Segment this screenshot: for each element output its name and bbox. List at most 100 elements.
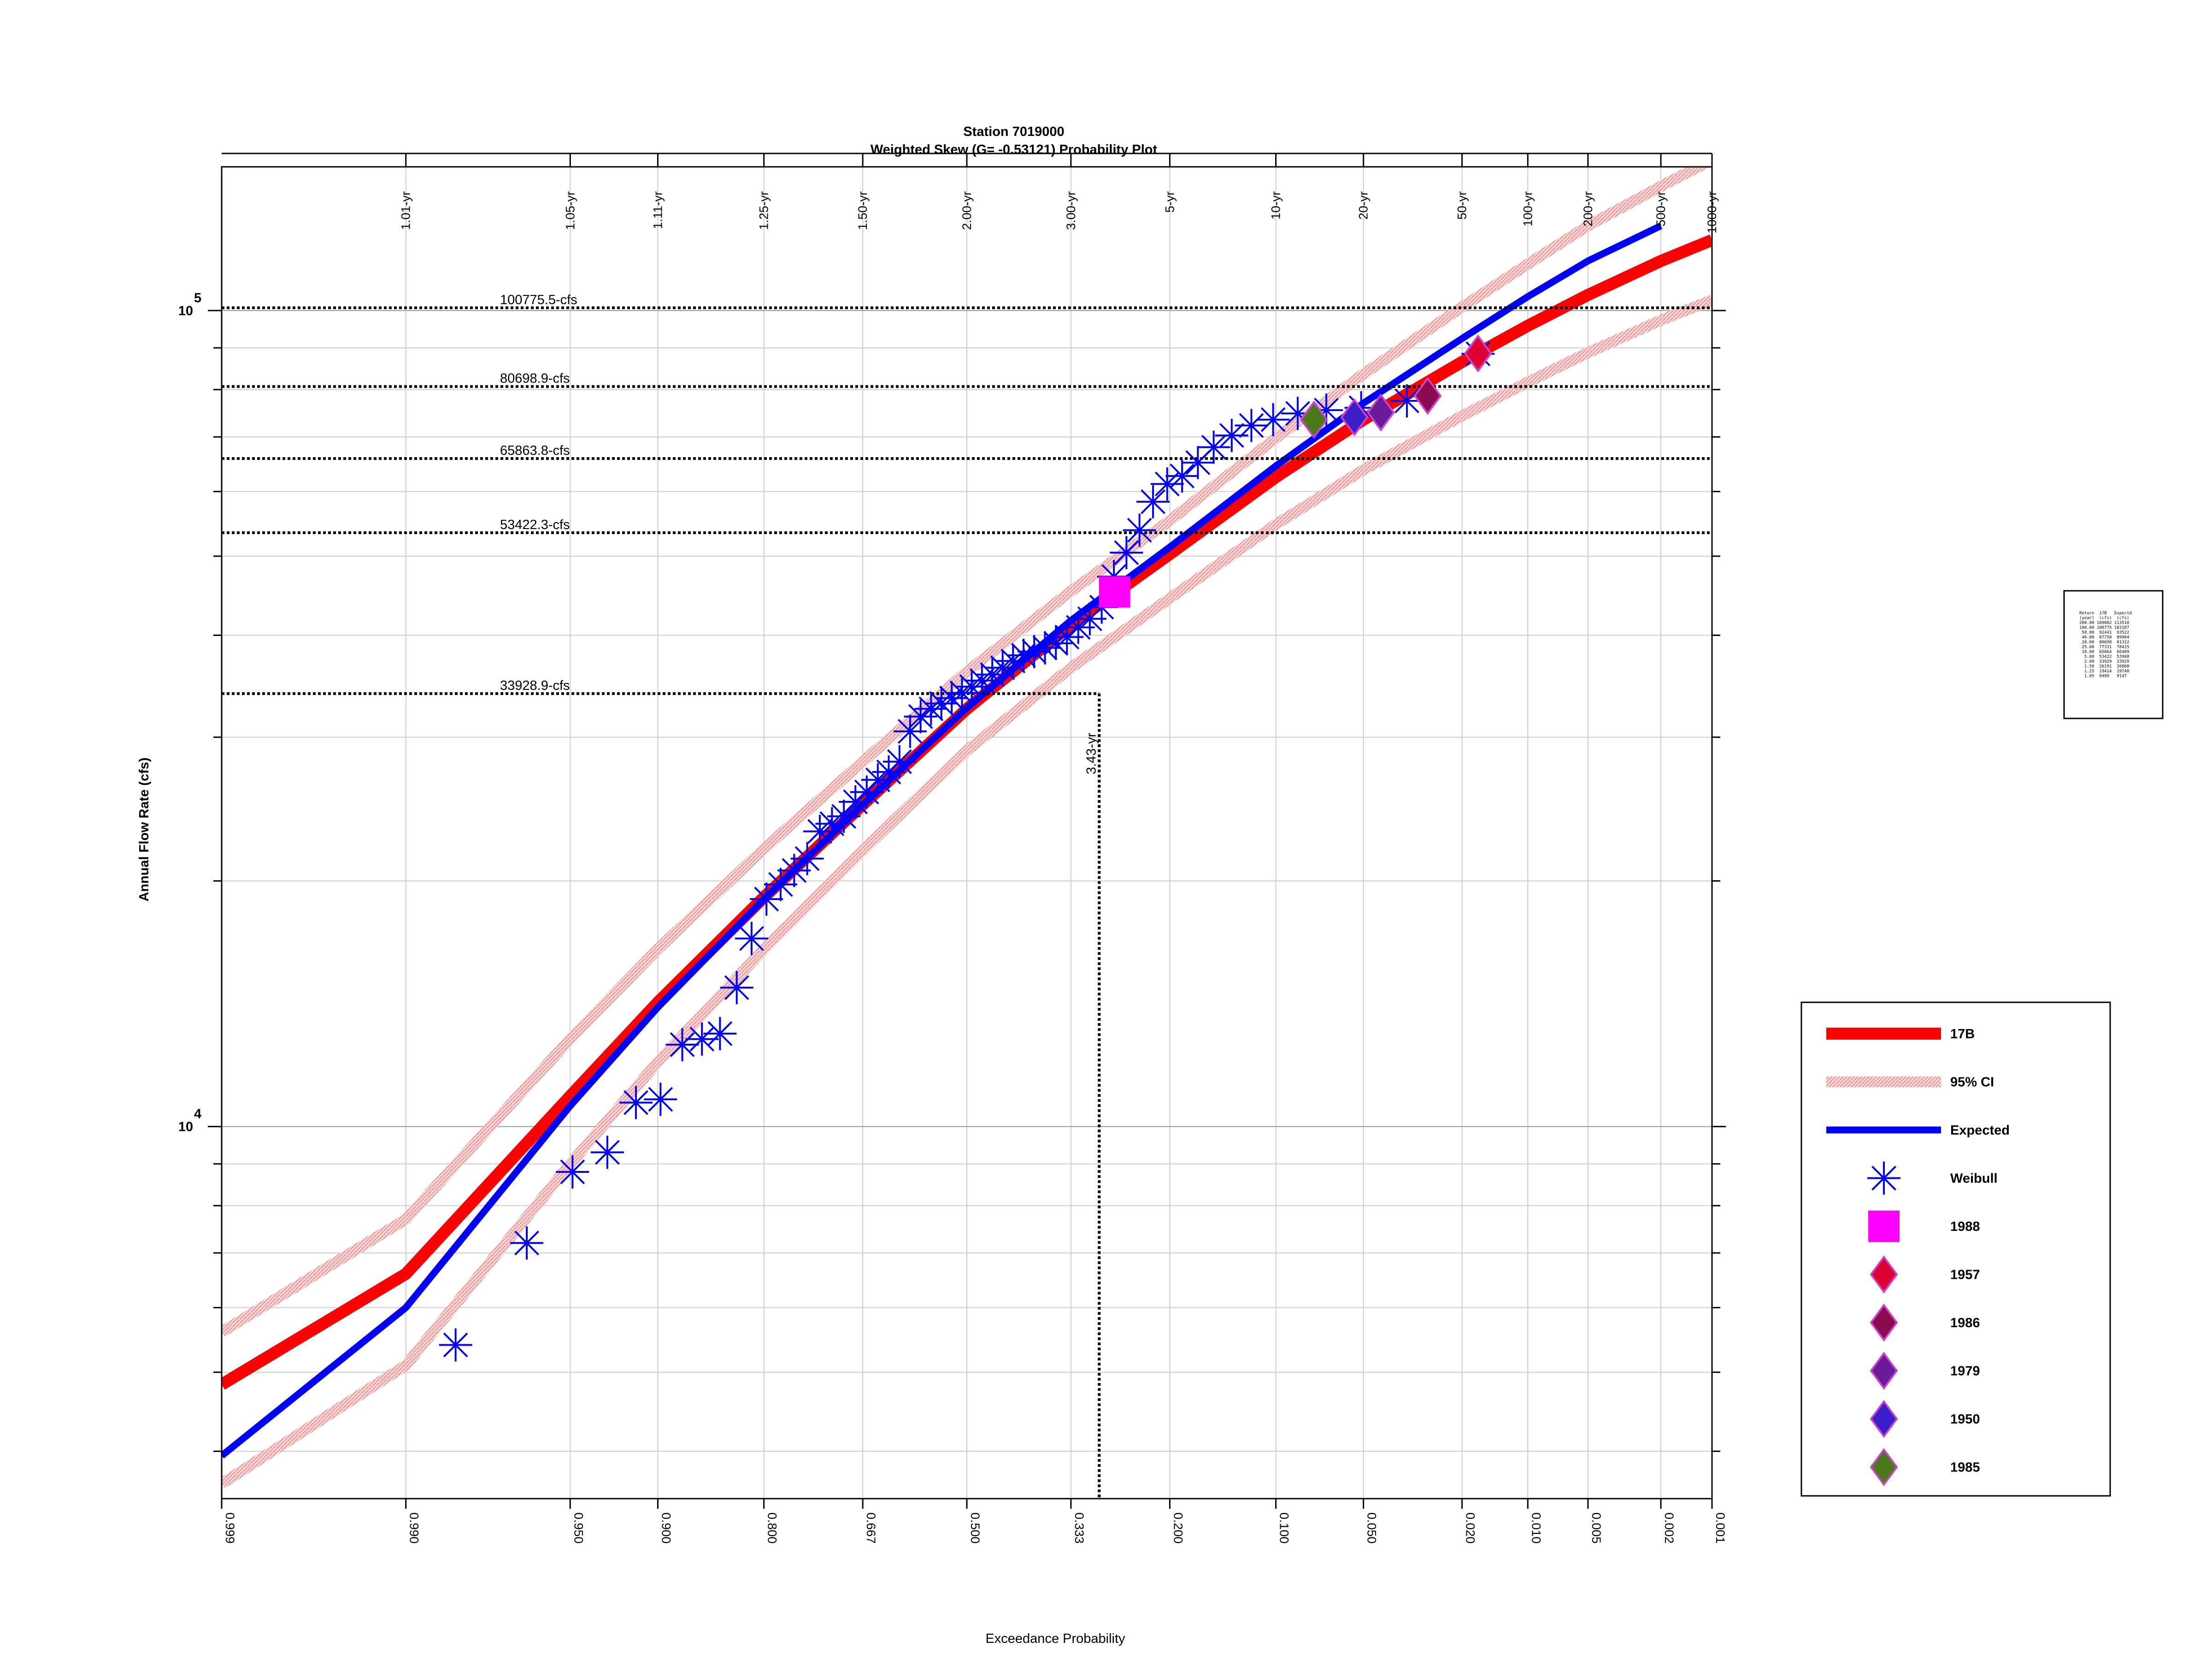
weibull-point-stroke [595, 1140, 620, 1165]
x-tick-label: 0.999 [223, 1512, 237, 1544]
weibull-point-stroke [1394, 388, 1419, 413]
weibull-point-stroke [648, 1087, 673, 1112]
weibull-point-stroke [624, 1090, 648, 1115]
x-tick-label: 0.010 [1529, 1512, 1543, 1544]
return-period-label: 5-yr [1163, 191, 1177, 213]
legend-item: 17B [1826, 1027, 1975, 1041]
legend-swatch-1957 [1870, 1255, 1898, 1294]
weibull-point [1235, 409, 1268, 442]
x-tick-label: 0.500 [968, 1512, 982, 1544]
weibull-point [976, 658, 1009, 691]
legend-label: 95% CI [1950, 1075, 1994, 1090]
weibull-point [735, 922, 768, 955]
legend-label: 1986 [1950, 1316, 1980, 1330]
return-period-label: 1.05-yr [563, 191, 577, 230]
weibull-point-stroke [560, 1159, 585, 1184]
reference-line-label: 100775.5-cfs [500, 293, 577, 307]
reference-line-label: 65863.8-cfs [500, 443, 570, 458]
info-box-line: 25.00 77331 78425 [2079, 645, 2129, 650]
y-tick-label-base: 10 [178, 304, 193, 318]
return-period-label: 1000-yr [1705, 191, 1719, 234]
weibull-point-stroke [514, 1230, 539, 1256]
weibull-point-stroke [1114, 540, 1139, 565]
weibull-point-stroke [1285, 401, 1310, 426]
x-tick-label: 0.333 [1072, 1512, 1086, 1544]
return-period-label: 2.00-yr [960, 191, 974, 230]
point-layer [439, 334, 1495, 1362]
x-axis-label: Exceedance Probability [985, 1631, 1125, 1646]
legend-label: 1950 [1950, 1412, 1980, 1427]
x-tick-label: 0.900 [659, 1512, 673, 1544]
legend-swatch-1988 [1868, 1211, 1900, 1242]
weibull-point-stroke [443, 1332, 468, 1358]
info-box-line: 40.00 87750 89904 [2079, 635, 2129, 640]
reference-line-label: 53422.3-cfs [500, 518, 570, 532]
return-period-label: 50-yr [1455, 191, 1469, 220]
return-period-label: 1.25-yr [757, 191, 771, 230]
weibull-point [590, 1135, 624, 1169]
legend-swatch-weibull [1867, 1161, 1900, 1195]
legend-label: 1957 [1950, 1268, 1980, 1282]
weibull-point [1136, 485, 1170, 518]
marker-1985 [1300, 400, 1328, 439]
weibull-point [924, 687, 958, 720]
weibull-point [1197, 430, 1230, 464]
info-box: Return 17B Expectd(year) (cfs) (cfs)200.… [2063, 590, 2164, 719]
weibull-point-stroke [1201, 435, 1226, 460]
weibull-point-stroke [1170, 463, 1195, 488]
reference-line-label: 80698.9-cfs [500, 371, 570, 386]
legend-label: 17B [1950, 1027, 1975, 1041]
weibull-point-stroke [831, 804, 856, 829]
x-tick-label: 0.950 [571, 1512, 585, 1544]
ci-upper-line [222, 167, 1711, 1337]
weibull-point [685, 1022, 719, 1056]
legend-items: 17B 95% CI Expected Weibull 1988 1957 1986 1979… [1826, 1027, 2010, 1486]
weibull-point [790, 842, 824, 876]
weibull-point [665, 1028, 699, 1061]
info-box-line: 1.05 9489 9147 [2079, 674, 2127, 679]
x-tick-label: 0.990 [407, 1512, 421, 1544]
ci-lower-line [222, 294, 1712, 1488]
legend-label: 1985 [1950, 1460, 1980, 1475]
weibull-point-stroke [887, 749, 912, 774]
return-period-label: 1.01-yr [399, 191, 413, 230]
info-box-line: 20.00 80698 81322 [2079, 640, 2129, 645]
weibull-point-stroke [724, 975, 749, 1000]
return-period-label: 3.00-yr [1064, 191, 1078, 230]
legend-swatch-1986 [1870, 1303, 1898, 1342]
weibull-point [965, 664, 999, 697]
weibull-point [839, 785, 872, 818]
chart-title-block: Station 7019000 Weighted Skew (G= -0.531… [871, 124, 1158, 157]
return-period-label: 1.11-yr [651, 191, 665, 229]
x-tick-label: 0.200 [1171, 1512, 1185, 1544]
info-box-line: Return 17B Expectd [2079, 611, 2132, 616]
weibull-point [1123, 513, 1156, 547]
x-tick-label: 0.020 [1464, 1512, 1477, 1544]
legend-label: Expected [1950, 1123, 2010, 1138]
weibull-point-stroke [1871, 1165, 1896, 1191]
weibull-point [703, 1017, 737, 1050]
marker-1957 [1464, 334, 1492, 373]
series-line-expected [222, 223, 1663, 1459]
x-tick-label: 0.001 [1713, 1512, 1727, 1544]
x-tick-label: 0.100 [1277, 1512, 1291, 1544]
legend-swatch-1985 [1870, 1448, 1898, 1486]
weibull-point [904, 700, 937, 733]
return-period-label: 200-yr [1581, 191, 1595, 227]
x-tick-label: 0.005 [1589, 1512, 1603, 1544]
weibull-point [1165, 459, 1199, 493]
vertical-reference-label: 3.43-yr [1084, 733, 1099, 775]
legend-swatch-1950 [1870, 1400, 1898, 1438]
weibull-point-stroke [843, 789, 868, 814]
info-box-line: 5.00 53422 53968 [2079, 655, 2129, 659]
info-box-line: (year) (cfs) (cfs) [2079, 616, 2129, 621]
weibull-point [556, 1155, 589, 1188]
grid [222, 167, 1712, 1499]
return-period-label: 500-yr [1654, 191, 1668, 227]
legend-item: 1979 [1870, 1352, 1980, 1390]
weibull-point-stroke [1127, 518, 1152, 543]
weibull-point-stroke [689, 1026, 715, 1052]
y-tick-label-exponent: 5 [194, 291, 201, 306]
reference-line-layer: 100775.5-cfs 80698.9-cfs 65863.8-cfs 53422.… [222, 293, 1712, 1499]
legend-item: 1985 [1870, 1448, 1980, 1486]
